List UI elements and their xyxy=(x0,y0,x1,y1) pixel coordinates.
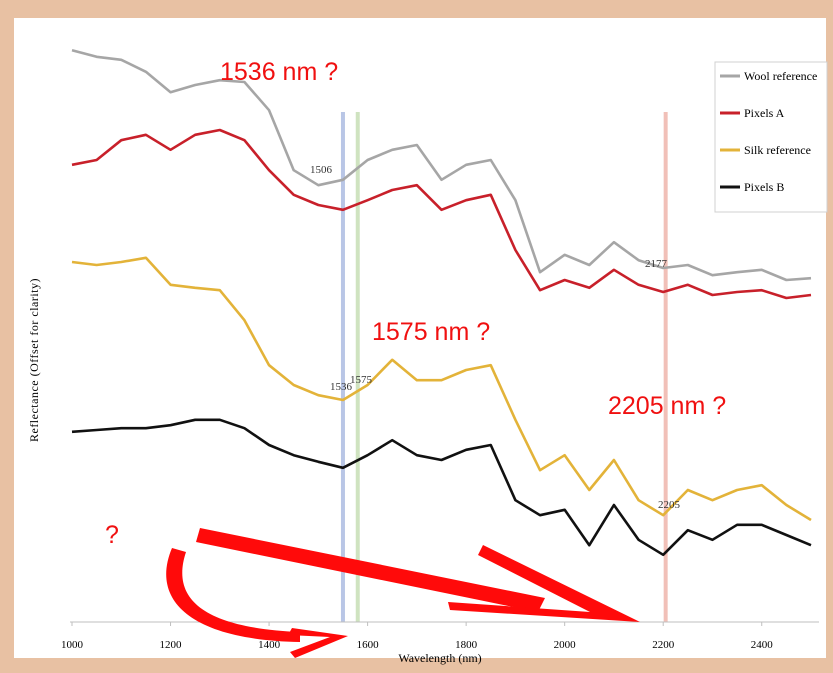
arrow-curve xyxy=(166,548,300,642)
legend-label: Wool reference xyxy=(744,69,817,83)
x-axis-label: Wavelength (nm) xyxy=(398,651,481,665)
x-tick-label: 2200 xyxy=(652,639,675,651)
x-tick-label: 2000 xyxy=(554,639,577,651)
peak-label: 2177 xyxy=(645,258,668,270)
x-tick-label: 1200 xyxy=(160,639,183,651)
arrow-head xyxy=(288,628,348,658)
series-line xyxy=(71,128,812,300)
x-tick-label: 2400 xyxy=(751,639,774,651)
y-axis-label: Reflectance (Offset for clarity) xyxy=(27,278,41,442)
peak-label: 1575 xyxy=(350,374,373,386)
series-line xyxy=(71,418,812,557)
plot: 1000 1200 1400 1600 1800 2000 2200 2400 xyxy=(61,48,819,651)
legend-label: Silk reference xyxy=(744,143,811,157)
plot-background xyxy=(14,18,826,658)
arrow-head xyxy=(448,545,640,622)
x-tick-label: 1000 xyxy=(61,639,84,651)
peak-label: 2205 xyxy=(658,499,681,511)
arrows xyxy=(166,528,640,658)
series-line xyxy=(71,256,812,522)
peak-label: 1506 xyxy=(310,164,333,176)
annotation: 1536 nm ? xyxy=(220,58,338,86)
annotation: ? xyxy=(105,521,119,549)
legend: Wool reference Pixels A Silk reference Pixe… xyxy=(714,61,828,213)
arrow-shaft xyxy=(196,528,545,612)
legend-label: Pixels B xyxy=(744,180,784,194)
peak-label: 1536 xyxy=(330,381,353,393)
annotation: 1575 nm ? xyxy=(372,318,490,346)
x-tick-label: 1800 xyxy=(455,639,478,651)
series-line xyxy=(71,48,812,282)
annotation: 2205 nm ? xyxy=(608,392,726,420)
x-tick-label: 1600 xyxy=(357,639,380,651)
legend-label: Pixels A xyxy=(744,106,785,120)
x-tick-label: 1400 xyxy=(258,639,281,651)
